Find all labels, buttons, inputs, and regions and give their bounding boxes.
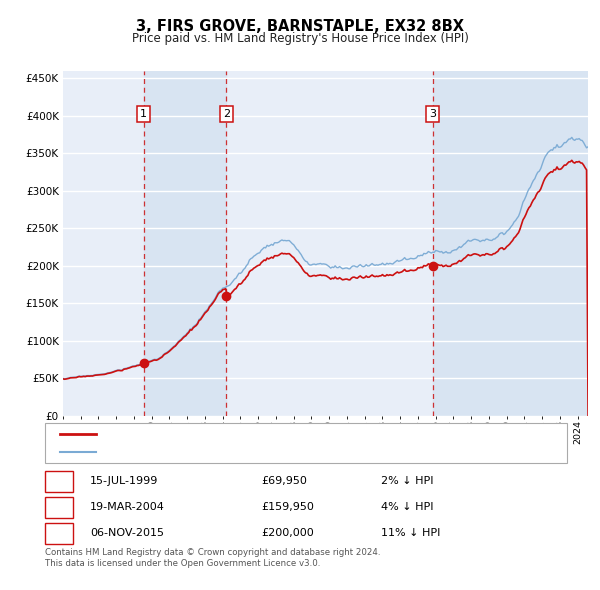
Text: HPI: Average price, semi-detached house, North Devon: HPI: Average price, semi-detached house,… [102,447,389,457]
Text: 1: 1 [140,109,147,119]
Text: 3: 3 [56,528,62,538]
Text: 3, FIRS GROVE, BARNSTAPLE, EX32 8BX (semi-detached house): 3, FIRS GROVE, BARNSTAPLE, EX32 8BX (sem… [102,429,433,439]
Text: 15-JUL-1999: 15-JUL-1999 [90,476,158,486]
Bar [433,71,588,416]
Text: Contains HM Land Registry data © Crown copyright and database right 2024.
This d: Contains HM Land Registry data © Crown c… [45,548,380,568]
Text: Price paid vs. HM Land Registry's House Price Index (HPI): Price paid vs. HM Land Registry's House … [131,32,469,45]
Text: 3, FIRS GROVE, BARNSTAPLE, EX32 8BX: 3, FIRS GROVE, BARNSTAPLE, EX32 8BX [136,19,464,34]
Text: 11% ↓ HPI: 11% ↓ HPI [381,528,440,538]
Text: 1: 1 [56,476,62,486]
Text: 4% ↓ HPI: 4% ↓ HPI [381,502,433,512]
Text: £159,950: £159,950 [261,502,314,512]
Text: £200,000: £200,000 [261,528,314,538]
Text: 19-MAR-2004: 19-MAR-2004 [90,502,165,512]
Text: 06-NOV-2015: 06-NOV-2015 [90,528,164,538]
Text: £69,950: £69,950 [261,476,307,486]
Text: 3: 3 [430,109,436,119]
Text: 2: 2 [223,109,230,119]
Bar [143,71,226,416]
Text: 2% ↓ HPI: 2% ↓ HPI [381,476,433,486]
Text: 2: 2 [56,502,62,512]
